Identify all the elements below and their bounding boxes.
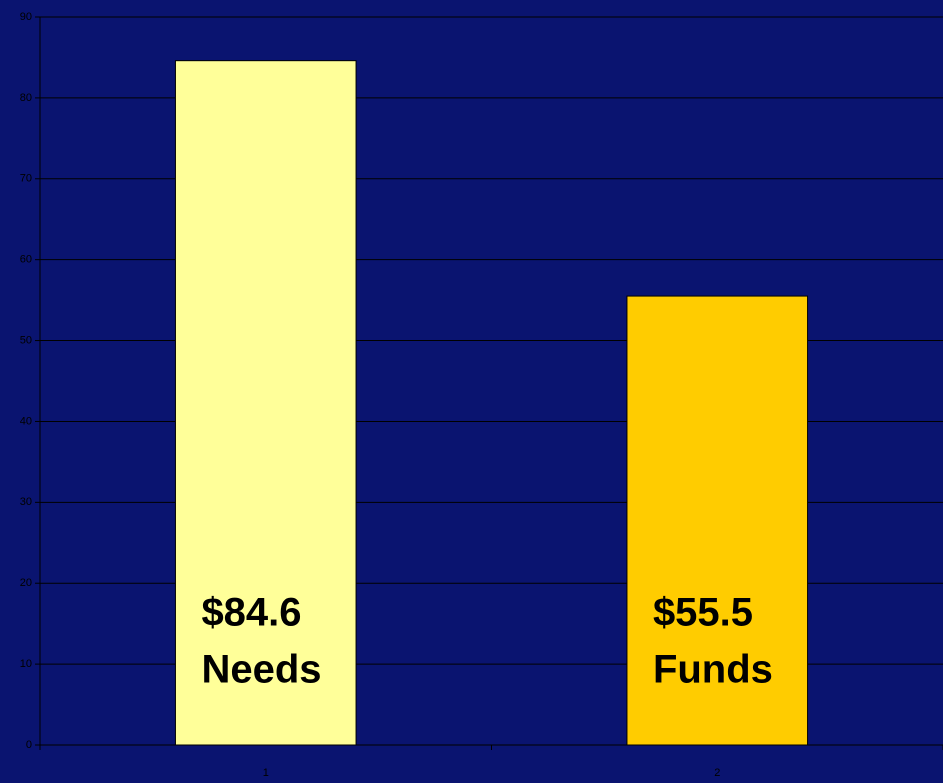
y-tick-label: 20 bbox=[20, 577, 32, 589]
value-label: $84.6 bbox=[201, 591, 301, 635]
bar-annotation: Funds bbox=[653, 648, 773, 692]
value-label: $55.5 bbox=[653, 591, 753, 635]
y-tick-label: 40 bbox=[20, 415, 32, 427]
y-tick-label: 30 bbox=[20, 496, 32, 508]
y-tick-label: 10 bbox=[20, 658, 32, 670]
y-tick-label: 70 bbox=[20, 173, 32, 185]
bar-annotation: Needs bbox=[201, 648, 321, 692]
y-tick-label: 90 bbox=[20, 11, 32, 23]
y-tick-label: 50 bbox=[20, 334, 32, 346]
bar bbox=[626, 295, 809, 746]
bar bbox=[174, 60, 357, 746]
x-tick-label: 1 bbox=[263, 767, 269, 779]
y-tick-label: 0 bbox=[26, 739, 32, 751]
x-tick-label: 2 bbox=[714, 767, 720, 779]
y-tick-label: 60 bbox=[20, 254, 32, 266]
y-tick-label: 80 bbox=[20, 92, 32, 104]
